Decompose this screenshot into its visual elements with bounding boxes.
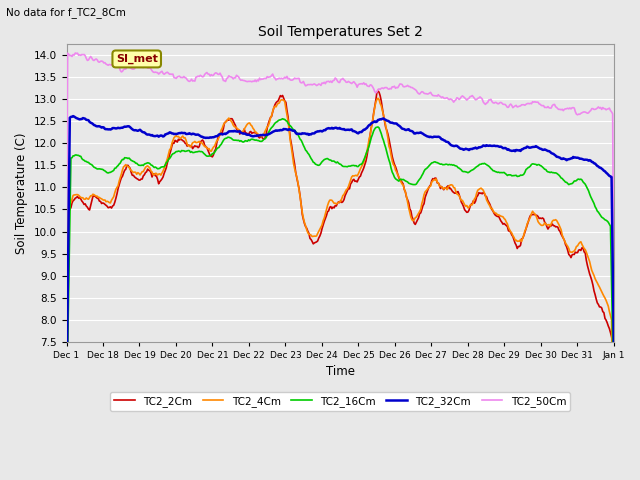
Line: TC2_16Cm: TC2_16Cm: [67, 119, 614, 417]
Y-axis label: Soil Temperature (C): Soil Temperature (C): [15, 132, 28, 253]
TC2_4Cm: [63, 390, 70, 396]
TC2_32Cm: [598, 166, 605, 171]
TC2_2Cm: [390, 158, 397, 164]
Title: Soil Temperatures Set 2: Soil Temperatures Set 2: [258, 24, 422, 38]
TC2_32Cm: [390, 120, 397, 126]
Line: TC2_32Cm: TC2_32Cm: [67, 116, 614, 396]
TC2_16Cm: [610, 393, 618, 398]
TC2_50Cm: [598, 107, 605, 112]
TC2_4Cm: [390, 162, 397, 168]
TC2_4Cm: [323, 207, 330, 213]
TC2_16Cm: [512, 172, 520, 178]
TC2_32Cm: [610, 340, 618, 346]
Legend: TC2_2Cm, TC2_4Cm, TC2_16Cm, TC2_32Cm, TC2_50Cm: TC2_2Cm, TC2_4Cm, TC2_16Cm, TC2_32Cm, TC…: [110, 392, 570, 411]
Line: TC2_2Cm: TC2_2Cm: [67, 91, 614, 443]
Line: TC2_50Cm: TC2_50Cm: [67, 53, 614, 300]
TC2_2Cm: [359, 168, 367, 174]
TC2_50Cm: [512, 103, 520, 108]
TC2_4Cm: [374, 96, 382, 101]
TC2_32Cm: [63, 393, 70, 399]
TC2_32Cm: [327, 126, 335, 132]
TC2_50Cm: [390, 84, 397, 90]
TC2_16Cm: [598, 214, 605, 220]
TC2_16Cm: [324, 156, 332, 161]
TC2_16Cm: [390, 171, 397, 177]
TC2_50Cm: [327, 78, 335, 84]
TC2_2Cm: [374, 88, 382, 94]
TC2_16Cm: [279, 116, 287, 121]
TC2_4Cm: [610, 462, 618, 468]
X-axis label: Time: Time: [326, 365, 355, 379]
TC2_32Cm: [360, 127, 367, 132]
TC2_16Cm: [327, 157, 335, 163]
TC2_4Cm: [326, 197, 333, 203]
Text: SI_met: SI_met: [116, 54, 157, 64]
TC2_2Cm: [610, 424, 618, 430]
TC2_4Cm: [359, 161, 367, 167]
TC2_32Cm: [324, 126, 332, 132]
TC2_4Cm: [512, 237, 520, 243]
TC2_50Cm: [360, 80, 367, 85]
TC2_50Cm: [610, 297, 618, 303]
TC2_2Cm: [326, 204, 333, 210]
TC2_4Cm: [598, 289, 605, 295]
TC2_2Cm: [63, 440, 70, 445]
TC2_2Cm: [512, 242, 520, 248]
TC2_32Cm: [69, 113, 77, 119]
TC2_16Cm: [63, 414, 70, 420]
Line: TC2_4Cm: TC2_4Cm: [67, 98, 614, 465]
TC2_50Cm: [72, 50, 79, 56]
TC2_50Cm: [63, 257, 70, 263]
TC2_2Cm: [323, 213, 330, 218]
Text: No data for f_TC2_8Cm: No data for f_TC2_8Cm: [6, 7, 126, 18]
TC2_32Cm: [512, 147, 520, 153]
TC2_16Cm: [360, 157, 367, 163]
TC2_50Cm: [324, 79, 332, 84]
TC2_2Cm: [598, 305, 605, 311]
